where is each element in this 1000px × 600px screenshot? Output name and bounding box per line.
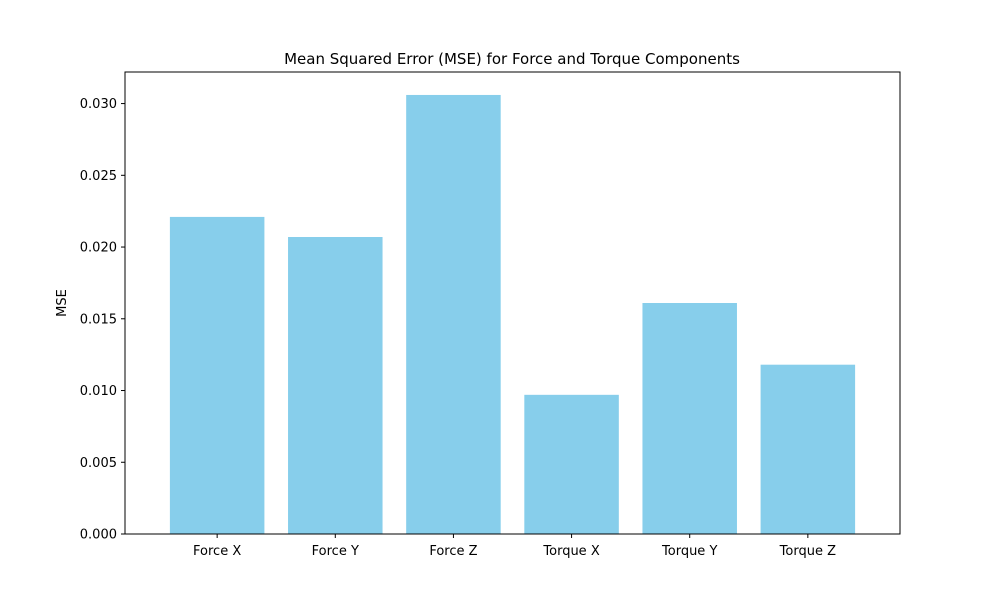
y-tick-label: 0.020 xyxy=(80,241,117,256)
bars-group xyxy=(169,94,856,535)
bar-torque-x xyxy=(524,394,619,534)
x-tick-label: Force X xyxy=(193,544,241,559)
bar-torque-y xyxy=(642,303,737,534)
y-tick-label: 0.000 xyxy=(80,528,117,543)
y-tick-label: 0.025 xyxy=(80,169,117,184)
bar-force-y xyxy=(288,237,383,534)
y-ticks-group: 0.000 0.005 0.010 0.015 0.020 0.025 0.030 xyxy=(80,97,125,543)
bar-force-z xyxy=(406,94,501,535)
x-tick-label: Torque Y xyxy=(661,544,717,559)
x-tick-label: Torque X xyxy=(542,544,599,559)
x-ticks-group: Force X Force Y Force Z Torque X Torque Y Tor… xyxy=(193,534,836,559)
x-tick-label: Torque Z xyxy=(779,544,836,559)
bar-torque-z xyxy=(760,364,856,534)
x-tick-label: Force Y xyxy=(312,544,359,559)
y-axis-label: MSE xyxy=(55,289,70,317)
chart-title: Mean Squared Error (MSE) for Force and T… xyxy=(284,50,740,68)
plot-frame xyxy=(124,71,901,535)
y-tick-label: 0.015 xyxy=(80,312,117,327)
y-tick-label: 0.005 xyxy=(80,456,117,471)
y-tick-label: 0.010 xyxy=(80,384,117,399)
bar-force-x xyxy=(169,216,265,535)
x-tick-label: Force Z xyxy=(429,544,477,559)
y-tick-label: 0.030 xyxy=(80,97,117,112)
